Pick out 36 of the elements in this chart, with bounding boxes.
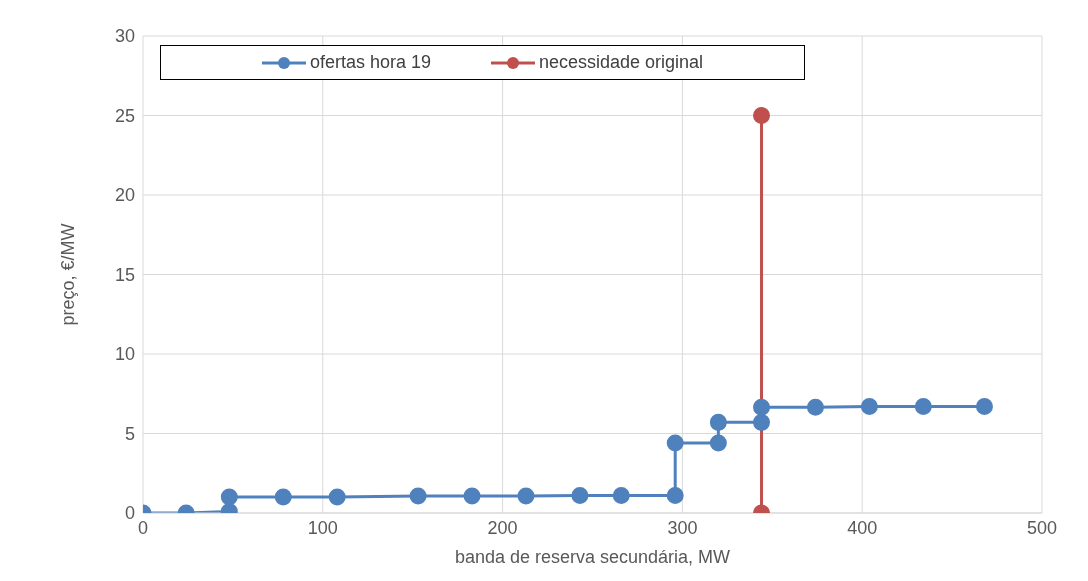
point: [753, 398, 771, 416]
legend-label: necessidade original: [538, 52, 704, 73]
x-axis-title: banda de reserva secundária, MW: [454, 547, 731, 567]
x-tick-label: 200: [487, 517, 518, 538]
point: [666, 487, 684, 505]
point: [753, 413, 771, 431]
y-tick-label: 15: [114, 264, 135, 285]
point: [753, 107, 771, 124]
x-tick-label: 300: [667, 517, 698, 538]
point: [709, 413, 727, 431]
point: [463, 487, 481, 505]
point: [571, 487, 589, 505]
point: [860, 397, 878, 415]
x-tick-label: 400: [847, 517, 878, 538]
point: [220, 488, 238, 506]
point: [328, 488, 346, 506]
y-tick-label: 5: [124, 423, 135, 444]
y-tick-label: 0: [124, 503, 135, 524]
y-tick-label: 25: [114, 105, 135, 126]
point: [274, 488, 292, 506]
x-tick-label: 100: [307, 517, 338, 538]
point: [409, 487, 427, 505]
point: [975, 397, 993, 415]
point: [806, 398, 824, 416]
y-tick-label: 10: [114, 344, 135, 365]
y-axis-title: preço, €/MW: [58, 223, 79, 326]
x-tick-label: 0: [137, 517, 149, 538]
y-tick-label: 20: [114, 185, 135, 206]
point: [914, 397, 932, 415]
point: [666, 434, 684, 452]
point: [517, 487, 535, 505]
point: [709, 434, 727, 452]
x-tick-label: 500: [1026, 517, 1058, 538]
legend-label: ofertas hora 19: [309, 52, 431, 73]
y-tick-label: 30: [114, 26, 135, 47]
point: [612, 487, 630, 505]
